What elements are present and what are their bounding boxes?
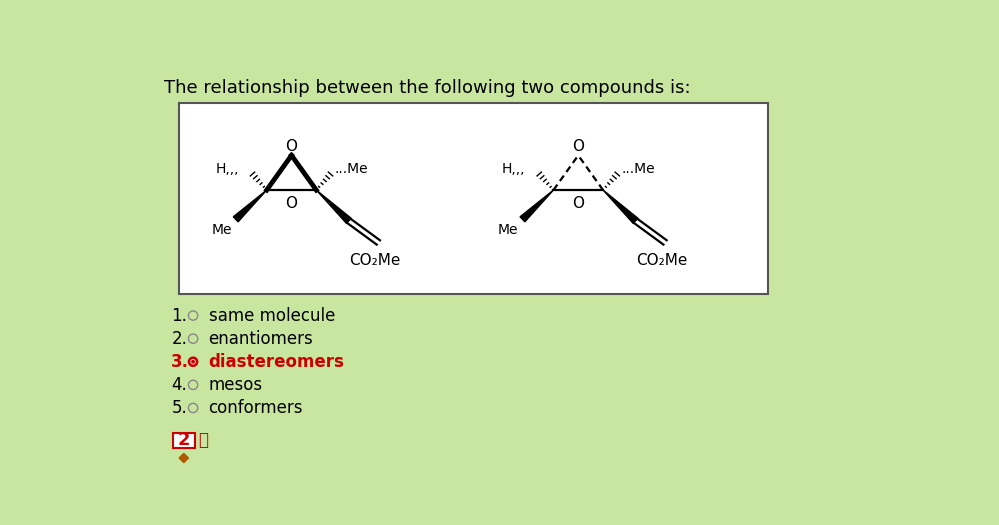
Text: mesos: mesos: [209, 376, 263, 394]
Text: conformers: conformers: [209, 399, 303, 417]
Text: 2.: 2.: [172, 330, 187, 348]
Text: ...Me: ...Me: [621, 162, 655, 176]
Polygon shape: [317, 190, 352, 223]
Polygon shape: [234, 190, 267, 222]
Bar: [173, 433, 195, 448]
Text: 2: 2: [178, 432, 190, 449]
Circle shape: [191, 360, 195, 364]
Text: same molecule: same molecule: [209, 307, 335, 324]
Text: Me: Me: [499, 223, 518, 237]
Text: O: O: [286, 196, 298, 212]
Text: O: O: [286, 140, 298, 154]
Text: diastereomers: diastereomers: [209, 353, 345, 371]
Text: 5.: 5.: [172, 399, 187, 417]
Bar: [179, 103, 768, 294]
Text: 1.: 1.: [172, 307, 187, 324]
Text: The relationship between the following two compounds is:: The relationship between the following t…: [164, 79, 690, 97]
Text: enantiomers: enantiomers: [209, 330, 314, 348]
Text: ...Me: ...Me: [335, 162, 369, 176]
Polygon shape: [520, 190, 553, 222]
Text: Me: Me: [212, 223, 232, 237]
Text: H,,,: H,,,: [502, 162, 525, 176]
Polygon shape: [603, 190, 638, 223]
Text: O: O: [572, 140, 584, 154]
Text: O: O: [572, 196, 584, 212]
Circle shape: [191, 359, 196, 364]
Text: 3.: 3.: [172, 353, 190, 371]
Text: 4.: 4.: [172, 376, 187, 394]
Circle shape: [189, 357, 198, 366]
Text: 点: 点: [198, 432, 208, 449]
Polygon shape: [179, 454, 189, 463]
Text: CO₂Me: CO₂Me: [350, 253, 401, 268]
Text: H,,,: H,,,: [216, 162, 239, 176]
Text: CO₂Me: CO₂Me: [636, 253, 687, 268]
